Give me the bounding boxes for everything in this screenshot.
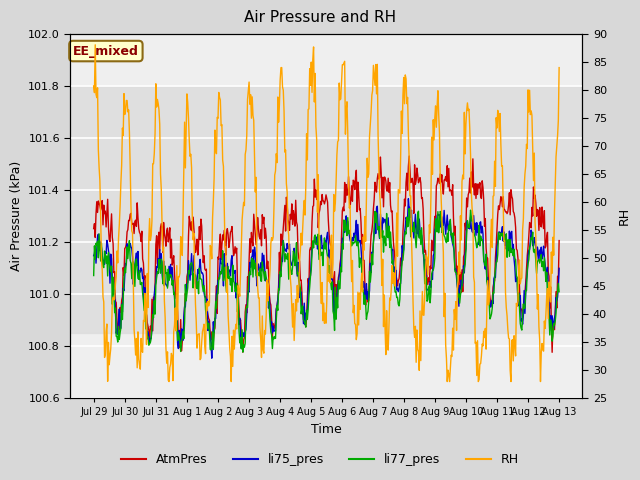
li77_pres [209,347,217,352]
li77_pres [556,289,563,295]
li77_pres [239,349,246,355]
AtmPres [405,153,413,159]
li75_pres [90,253,97,259]
AtmPres [300,314,308,320]
RH [402,76,410,82]
AtmPres [364,299,372,305]
RH [90,83,97,89]
li75_pres [301,322,309,327]
RH [173,317,181,323]
li77_pres [405,206,413,212]
AtmPres [172,296,180,301]
li77_pres [90,273,97,278]
li75_pres [556,265,563,271]
AtmPres [548,349,556,355]
li75_pres [172,307,180,313]
Legend: AtmPres, li75_pres, li77_pres, RH: AtmPres, li75_pres, li77_pres, RH [116,448,524,471]
Line: RH: RH [93,45,559,382]
AtmPres [401,196,408,202]
li77_pres [172,319,180,324]
Text: Air Pressure and RH: Air Pressure and RH [244,10,396,24]
li75_pres [442,231,449,237]
AtmPres [556,238,563,243]
RH [556,65,563,71]
AtmPres [441,177,449,183]
RH [302,183,310,189]
Text: EE_mixed: EE_mixed [73,45,139,58]
RH [365,133,373,139]
li75_pres [211,329,218,335]
Bar [70,86,582,190]
RH [92,42,99,48]
li77_pres [365,298,372,304]
RH [165,379,173,384]
RH [442,342,449,348]
X-axis label: Time: Time [311,423,342,436]
Y-axis label: RH: RH [618,207,631,225]
Line: li75_pres: li75_pres [93,199,559,358]
li75_pres [365,295,372,300]
RH [211,127,219,133]
AtmPres [90,226,97,231]
Y-axis label: Air Pressure (kPa): Air Pressure (kPa) [10,161,22,271]
li77_pres [442,238,449,244]
li75_pres [208,355,216,361]
li75_pres [404,196,412,202]
Line: li77_pres: li77_pres [93,209,559,352]
Bar [70,190,582,333]
li75_pres [401,224,409,230]
li77_pres [301,321,309,326]
AtmPres [209,339,217,345]
li77_pres [401,229,409,235]
Line: AtmPres: AtmPres [93,156,559,352]
